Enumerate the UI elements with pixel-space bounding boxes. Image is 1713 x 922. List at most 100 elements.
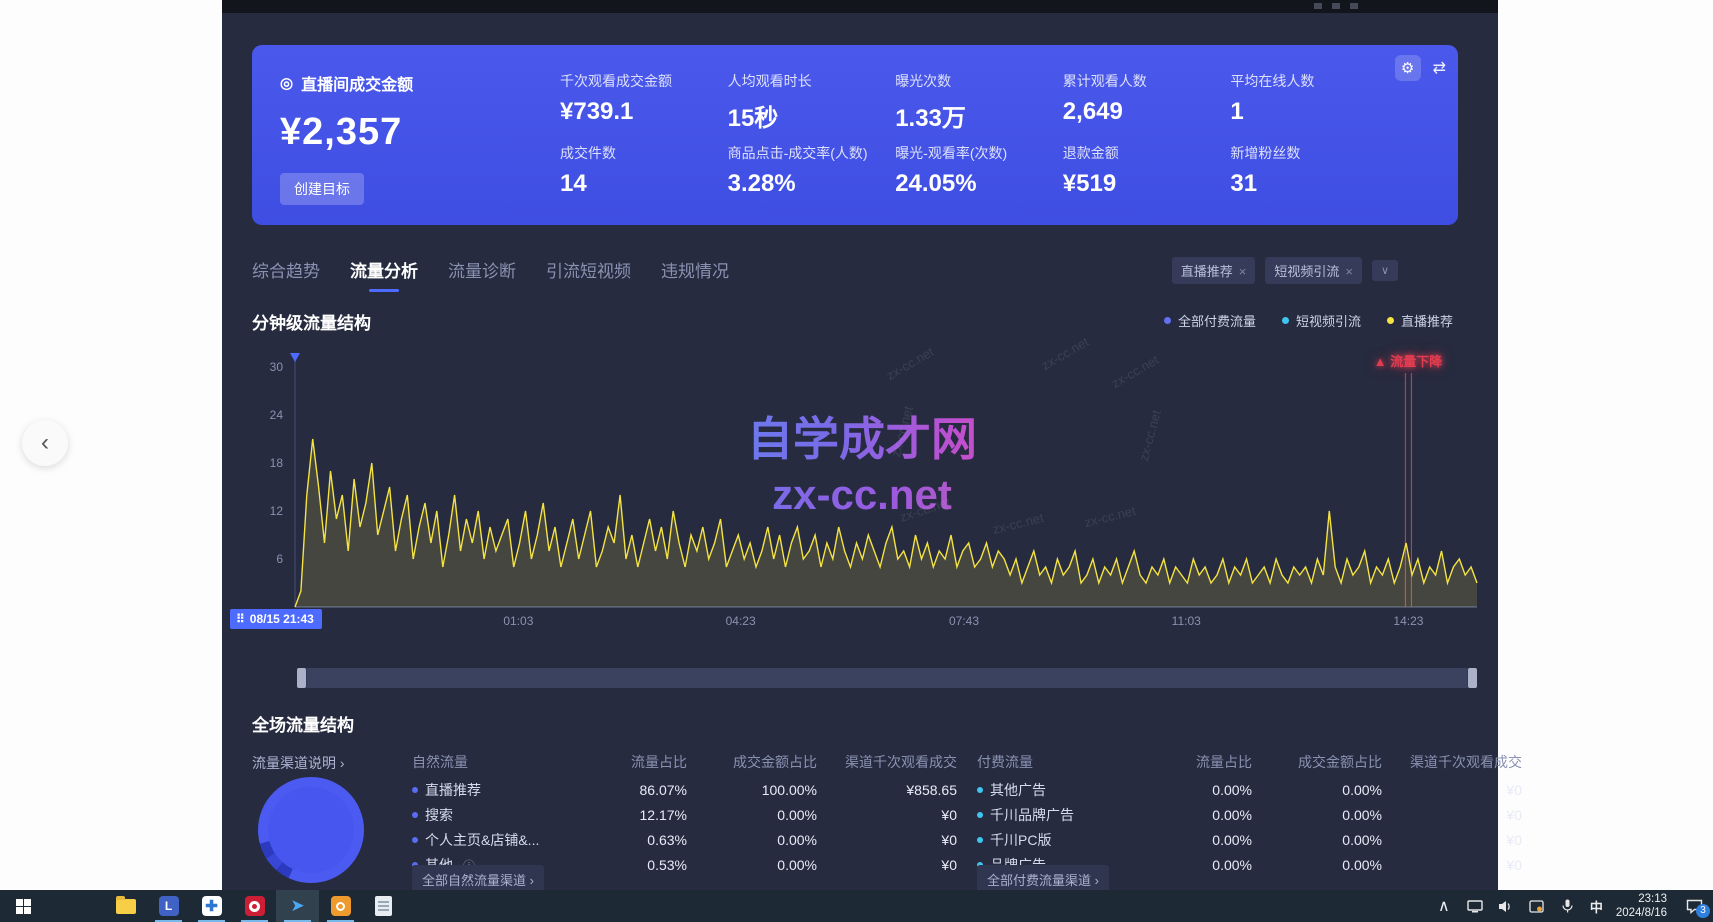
slider-handle-right[interactable] xyxy=(1468,668,1477,688)
kpi-main-value: ¥2,357 xyxy=(280,111,403,153)
chart-section-title: 分钟级流量结构 xyxy=(252,314,371,333)
windows-logo-icon xyxy=(15,898,31,914)
traffic-drop-alert[interactable]: ▲ 流量下降 xyxy=(1373,354,1443,369)
slider-handle-left[interactable] xyxy=(297,668,306,688)
tray-expand-icon[interactable]: ∧ xyxy=(1437,898,1450,915)
remove-tag-icon[interactable]: × xyxy=(1238,264,1247,279)
taskbar-app-4[interactable] xyxy=(319,890,362,922)
paid-traffic-table: 付费流量 流量占比 成交金额占比 渠道千次观看成交其他广告 0.00% 0.00% ¥0 千… xyxy=(977,747,1522,877)
back-icon: ‹ xyxy=(41,429,49,456)
kpi-metric: 人均观看时长 15秒 xyxy=(727,73,812,132)
taskbar-notepad[interactable] xyxy=(362,890,405,922)
kpi-metric: 累计观看人数 2,649 xyxy=(1062,73,1147,125)
svg-text:01:03: 01:03 xyxy=(503,614,533,628)
ime-indicator[interactable]: 中 xyxy=(1589,899,1603,915)
drag-handle-icon: ⠿ xyxy=(236,612,245,626)
tab-引流短视频[interactable]: 引流短视频 xyxy=(546,262,631,281)
traffic-row: 千川品牌广告 0.00% 0.00% ¥0 xyxy=(977,803,1522,827)
natural-traffic-table: 自然流量 流量占比 成交金额占比 渠道千次观看成交 直播推荐 86.07% 100.00%… xyxy=(412,747,957,877)
kpi-main-label: 直播间成交金额 xyxy=(301,77,414,94)
svg-text:30: 30 xyxy=(270,360,284,374)
channel-note-link[interactable]: 流量渠道说明 › xyxy=(252,755,345,771)
window-top-strip xyxy=(222,0,1498,13)
window-controls[interactable] xyxy=(1314,3,1358,9)
kpi-metric: 曝光次数 1.33万 xyxy=(895,73,966,132)
filter-dropdown-icon[interactable]: ∨ xyxy=(1371,260,1398,281)
volume-icon[interactable] xyxy=(1497,900,1515,913)
all-paid-channels-link[interactable]: 全部付费流量渠道 › xyxy=(977,865,1109,894)
tab-违规情况[interactable]: 违规情况 xyxy=(661,262,729,281)
tab-综合趋势[interactable]: 综合趋势 xyxy=(252,262,320,281)
kpi-metric: 新增粉丝数 31 xyxy=(1230,145,1301,197)
folder-icon xyxy=(115,895,136,914)
channel-filter-tags: 直播推荐 × 短视频引流 × ∨ xyxy=(1171,257,1398,284)
table-header: 自然流量 流量占比 成交金额占比 渠道千次观看成交 xyxy=(412,754,957,770)
legend-直播推荐[interactable]: 直播推荐 xyxy=(1386,311,1453,330)
analysis-tabbar: 综合趋势 流量分析 流量诊断 引流短视频 违规情况 xyxy=(252,257,729,292)
traffic-line-chart: 6 12 18 24 30 01:03 04:23 07:43 11:03 14:23 ▲ 流量下… xyxy=(230,343,1482,643)
svg-text:07:43: 07:43 xyxy=(949,614,979,628)
taskbar-app-1[interactable]: L xyxy=(147,890,190,922)
clock-date: 2024/8/16 xyxy=(1615,907,1667,919)
svg-text:24: 24 xyxy=(270,408,284,422)
swap-view-icon[interactable]: ⇄ xyxy=(1432,60,1446,77)
metrics-grid: 千次观看成交金额 ¥739.1 人均观看时长 15秒 曝光次数 1.33万 累计观看人数 2,… xyxy=(560,71,1398,205)
chart-legend: 全部付费流量 短视频引流 直播推荐 xyxy=(1163,311,1453,330)
app-l-icon: L xyxy=(158,896,179,916)
kpi-metric: 退款金额 ¥519 xyxy=(1062,145,1119,197)
kpi-metric: 曝光-观看率(次数) 24.05% xyxy=(895,145,1008,197)
app-ring-icon xyxy=(244,896,265,916)
target-icon: ◎ xyxy=(280,75,294,92)
svg-text:04:23: 04:23 xyxy=(726,614,756,628)
all-natural-channels-link[interactable]: 全部自然流量渠道 › xyxy=(412,865,544,894)
taskbar-app-3[interactable] xyxy=(233,890,276,922)
microphone-icon[interactable] xyxy=(1559,899,1577,913)
kpi-metric: 成交件数 14 xyxy=(560,145,616,197)
kpi-main: ◎ 直播间成交金额 ¥2,357 xyxy=(280,71,413,154)
chart-start-time-chip[interactable]: ⠿ 08/15 21:43 xyxy=(230,609,322,629)
start-button[interactable] xyxy=(0,890,46,922)
kpi-metric: 商品点击-成交率(人数) 3.28% xyxy=(727,145,868,197)
chart-canvas: 6 12 18 24 30 01:03 04:23 07:43 11:03 14:23 xyxy=(270,353,1478,628)
notification-center[interactable]: 3 xyxy=(1686,899,1710,918)
network-icon[interactable] xyxy=(1466,899,1484,913)
svg-text:18: 18 xyxy=(270,456,284,470)
live-analytics-dashboard: ◎ 直播间成交金额 ¥2,357 创建目标 ⚙ ⇄ 千次观看成交金额 ¥739.1… xyxy=(222,13,1522,894)
traffic-donut-chart[interactable] xyxy=(258,777,364,883)
slider-track[interactable] xyxy=(307,668,1467,688)
chart-range-slider[interactable] xyxy=(297,668,1477,688)
cursor-icon: ➤ xyxy=(290,896,305,915)
kpi-metric: 平均在线人数 1 xyxy=(1230,73,1315,125)
table-header: 付费流量 流量占比 成交金额占比 渠道千次观看成交 xyxy=(977,754,1522,770)
taskbar-app-active[interactable]: ➤ xyxy=(276,890,319,922)
tab-流量分析[interactable]: 流量分析 xyxy=(350,257,418,292)
taskbar-clock[interactable]: 23:13 2024/8/16 xyxy=(1616,892,1667,921)
app-orange-icon xyxy=(330,896,351,916)
filter-tag[interactable]: 直播推荐 × xyxy=(1171,257,1256,284)
legend-短视频引流[interactable]: 短视频引流 xyxy=(1281,311,1361,330)
settings-gear-icon[interactable]: ⚙ xyxy=(1394,55,1421,81)
notepad-icon xyxy=(375,896,392,916)
kpi-card: ◎ 直播间成交金额 ¥2,357 创建目标 ⚙ ⇄ 千次观看成交金额 ¥739.1… xyxy=(252,45,1458,225)
snip-tool-icon[interactable] xyxy=(1528,899,1546,913)
traffic-row: 搜索 12.17% 0.00% ¥0 xyxy=(412,803,957,827)
clock-time: 23:13 xyxy=(1638,892,1667,905)
taskbar-app-2[interactable]: ✚ xyxy=(190,890,233,922)
kpi-metric: 千次观看成交金额 ¥739.1 xyxy=(560,73,672,125)
traffic-section-title: 全场流量结构 xyxy=(252,716,354,735)
tab-流量诊断[interactable]: 流量诊断 xyxy=(448,262,516,281)
traffic-row: 其他广告 0.00% 0.00% ¥0 xyxy=(977,778,1522,802)
carousel-prev-button[interactable]: ‹ xyxy=(22,420,68,466)
notification-badge: 3 xyxy=(1696,903,1710,918)
traffic-row: 个人主页&店铺&... 0.63% 0.00% ¥0 xyxy=(412,828,957,852)
svg-text:14:23: 14:23 xyxy=(1393,614,1423,628)
taskbar-file-explorer[interactable] xyxy=(104,890,147,922)
svg-text:6: 6 xyxy=(276,552,283,566)
legend-全部付费流量[interactable]: 全部付费流量 xyxy=(1163,311,1256,330)
svg-text:11:03: 11:03 xyxy=(1172,614,1201,628)
remove-tag-icon[interactable]: × xyxy=(1345,264,1353,279)
create-goal-button[interactable]: 创建目标 xyxy=(280,173,364,205)
filter-tag[interactable]: 短视频引流 × xyxy=(1265,257,1362,284)
app-plus-icon: ✚ xyxy=(201,896,222,916)
